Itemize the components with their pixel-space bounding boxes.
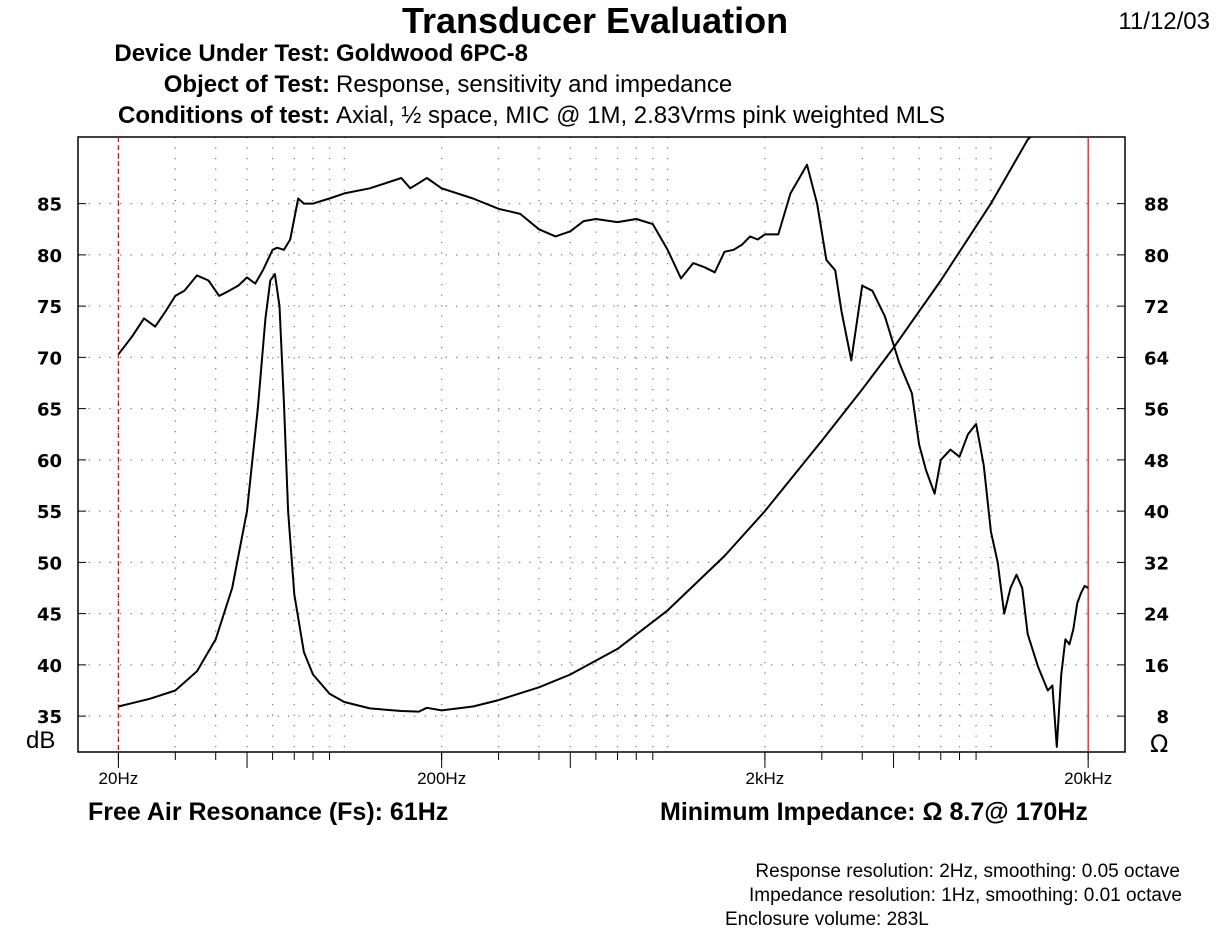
x-tick-label: 200Hz bbox=[417, 769, 466, 788]
conditions-label: Conditions of test: bbox=[118, 102, 330, 129]
y-left-tick-label: 85 bbox=[37, 195, 62, 216]
y-right-tick-label: 64 bbox=[1144, 348, 1169, 369]
series-group bbox=[117, 137, 1089, 748]
x-tick-label: 20kHz bbox=[1064, 769, 1112, 788]
y-right-tick-label: 40 bbox=[1144, 502, 1169, 523]
y-right-tick-label: 72 bbox=[1144, 297, 1169, 318]
spl-response-curve bbox=[117, 163, 1089, 748]
y-right-tick-label: 56 bbox=[1144, 400, 1169, 421]
y-left-tick-label: 45 bbox=[37, 605, 62, 626]
y-left-tick-label: 35 bbox=[37, 707, 62, 728]
y-left-tick-label: 80 bbox=[37, 246, 62, 267]
date-label: 11/12/03 bbox=[1118, 8, 1210, 35]
x-tick-label: 2kHz bbox=[746, 769, 785, 788]
y-left-tick-label: 75 bbox=[37, 297, 62, 318]
y-left-tick-label: 55 bbox=[37, 502, 62, 523]
impedance-curve bbox=[118, 137, 1032, 713]
y-left-unit-label: dB bbox=[26, 727, 55, 754]
conditions-value: Axial, ½ space, MIC @ 1M, 2.83Vrms pink … bbox=[336, 102, 946, 129]
y-right-unit-label: Ω bbox=[1150, 730, 1168, 758]
device-label: Device Under Test: bbox=[114, 40, 330, 67]
enclosure-volume: Enclosure volume: 283L bbox=[725, 909, 929, 930]
y-right-tick-label: 32 bbox=[1144, 553, 1169, 574]
device-value: Goldwood 6PC-8 bbox=[336, 40, 528, 67]
object-value: Response, sensitivity and impedance bbox=[336, 71, 733, 98]
y-right-tick-label: 80 bbox=[1144, 246, 1169, 267]
y-left-tick-label: 65 bbox=[37, 400, 62, 421]
object-label: Object of Test: bbox=[163, 71, 330, 98]
x-tick-label: 20Hz bbox=[99, 769, 139, 788]
y-right-tick-label: 8 bbox=[1156, 707, 1169, 728]
chart-title: Transducer Evaluation bbox=[401, 0, 789, 41]
y-right-tick-label: 24 bbox=[1144, 605, 1169, 626]
y-left-tick-label: 70 bbox=[37, 348, 62, 369]
fs-label: Free Air Resonance (Fs): 61Hz bbox=[88, 798, 449, 826]
impedance-resolution: Impedance resolution: 1Hz, smoothing: 0.… bbox=[748, 885, 1182, 906]
y-left-tick-label: 60 bbox=[37, 451, 62, 472]
y-left-tick-label: 40 bbox=[37, 656, 62, 677]
y-right-tick-label: 88 bbox=[1144, 195, 1169, 216]
y-left-tick-label: 50 bbox=[37, 553, 62, 574]
response-resolution: Response resolution: 2Hz, smoothing: 0.0… bbox=[755, 861, 1180, 882]
plot-frame bbox=[77, 136, 1126, 753]
min-impedance-label: Minimum Impedance: Ω 8.7@ 170Hz bbox=[660, 798, 1088, 826]
y-right-tick-label: 48 bbox=[1144, 451, 1169, 472]
y-right-tick-label: 16 bbox=[1144, 656, 1169, 677]
